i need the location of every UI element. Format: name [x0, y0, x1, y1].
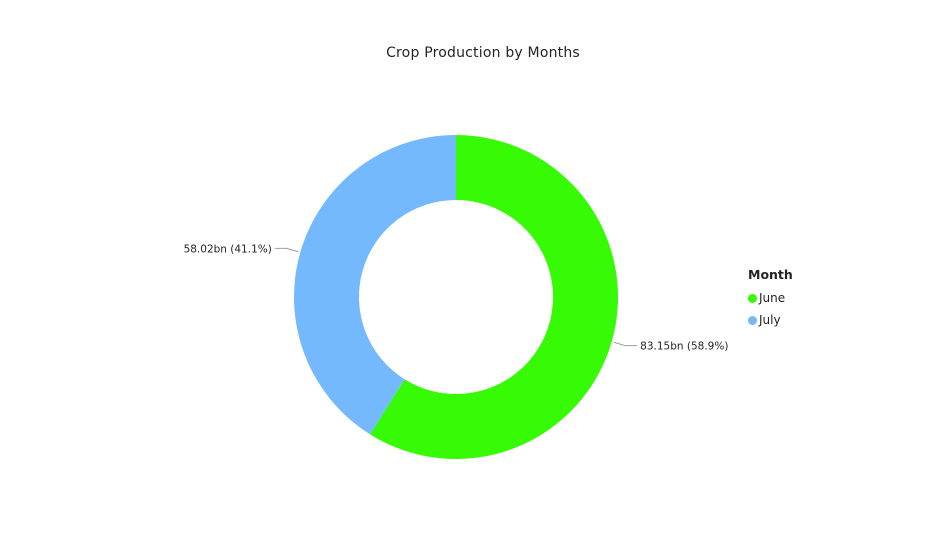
- data-labels: 83.15bn (58.9%) 58.02bn (41.1%): [184, 243, 729, 352]
- legend-title: Month: [748, 267, 793, 282]
- data-label-june: 83.15bn (58.9%): [640, 341, 728, 353]
- chart-title: Crop Production by Months: [386, 45, 580, 61]
- slice-june[interactable]: [370, 135, 618, 460]
- leader-line-july: [274, 247, 299, 253]
- slice-july[interactable]: [293, 135, 456, 435]
- legend-label-july: July: [759, 313, 781, 327]
- legend-label-june: June: [759, 291, 786, 305]
- donut-slices: [293, 135, 618, 460]
- legend-item-june[interactable]: June: [748, 287, 793, 309]
- data-label-july: 58.02bn (41.1%): [184, 243, 272, 255]
- leader-line-june: [613, 341, 638, 347]
- legend-swatch-july: [748, 315, 757, 325]
- legend: Month June July: [748, 267, 793, 331]
- legend-item-july[interactable]: July: [748, 309, 793, 331]
- legend-swatch-june: [748, 293, 757, 303]
